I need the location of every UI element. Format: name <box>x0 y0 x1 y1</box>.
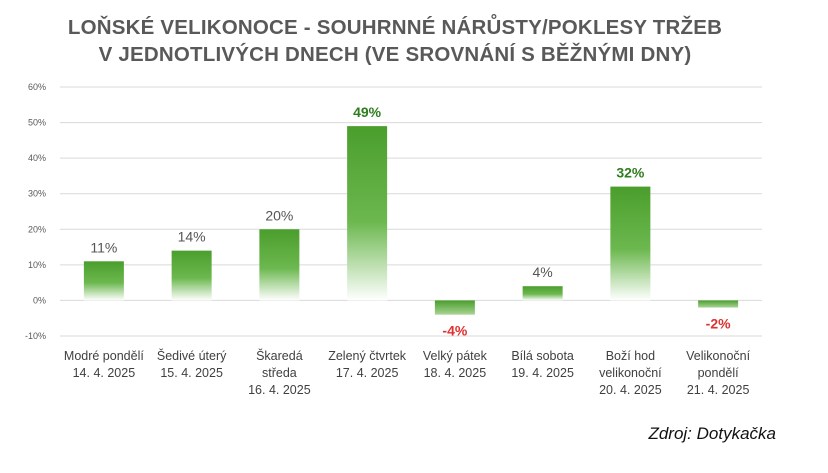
data-label: 4% <box>533 264 553 280</box>
bars <box>83 126 739 315</box>
y-tick-label: 30% <box>28 189 46 199</box>
bar <box>347 126 388 301</box>
data-label: 32% <box>616 165 645 181</box>
data-label: 11% <box>90 239 117 255</box>
x-tick-label-line: středa <box>262 366 297 380</box>
x-tick-label: Zelený čtvrtek 17. 4. 2025 <box>328 349 407 380</box>
x-tick-label-line: 17. 4. 2025 <box>336 366 399 380</box>
bar <box>610 186 651 301</box>
x-tick-label-line: 20. 4. 2025 <box>599 383 662 397</box>
grid-lines <box>60 86 762 337</box>
bar <box>698 300 739 308</box>
x-tick-label-line: Boží hod <box>606 349 655 363</box>
x-tick-label: Bílá sobota 19. 4. 2025 <box>511 349 574 380</box>
y-tick-label: 50% <box>28 118 46 128</box>
y-tick-label: 0% <box>33 295 46 305</box>
bar <box>171 250 212 301</box>
x-tick-label-line: Velký pátek <box>423 349 488 363</box>
data-label: -4% <box>442 323 467 339</box>
x-tick-label-line: 19. 4. 2025 <box>511 366 574 380</box>
chart-title: LOŇSKÉ VELIKONOCE - SOUHRNNÉ NÁRŮSTY/POK… <box>0 14 790 68</box>
x-tick-label-line: 21. 4. 2025 <box>687 383 750 397</box>
chart-title-line-2: V JEDNOTLIVÝCH DNECH (VE SROVNÁNÍ S BĚŽN… <box>98 43 692 66</box>
source-note: Zdroj: Dotykačka <box>648 424 776 443</box>
x-tick-label: Škaredá středa 16. 4. 2025 <box>248 348 311 397</box>
x-tick-label-line: velikonoční <box>599 366 662 380</box>
data-label: 14% <box>178 229 206 245</box>
x-tick-label-line: pondělí <box>698 366 740 380</box>
value-labels: 11% 14% 20% 49% -4% 4% 32% -2% <box>90 104 731 339</box>
bar <box>83 261 124 301</box>
x-tick-label-line: Zelený čtvrtek <box>328 349 407 363</box>
x-tick-label: Šedivé úterý 15. 4. 2025 <box>157 348 227 380</box>
chart-title-line-1: LOŇSKÉ VELIKONOCE - SOUHRNNÉ NÁRŮSTY/POK… <box>67 16 723 39</box>
y-tick-label: 10% <box>28 260 46 270</box>
data-label: 49% <box>353 104 382 120</box>
x-tick-label-line: 15. 4. 2025 <box>160 366 223 380</box>
y-tick-label: -10% <box>25 331 46 341</box>
x-tick-label-line: Modré pondělí <box>64 349 144 363</box>
x-tick-label: Boží hod velikonoční 20. 4. 2025 <box>599 349 662 397</box>
y-tick-label: 20% <box>28 224 46 234</box>
x-tick-label-line: Velikonoční <box>686 349 750 363</box>
x-tick-label-line: 14. 4. 2025 <box>73 366 136 380</box>
x-tick-label-line: Šedivé úterý <box>157 348 227 363</box>
bar <box>434 300 475 315</box>
x-tick-label-line: Bílá sobota <box>511 349 574 363</box>
x-tick-label: Velikonoční pondělí 21. 4. 2025 <box>686 349 750 397</box>
x-tick-label-line: 16. 4. 2025 <box>248 383 311 397</box>
x-tick-label: Modré pondělí 14. 4. 2025 <box>64 349 144 380</box>
x-axis: Modré pondělí 14. 4. 2025 Šedivé úterý 15. … <box>64 348 751 397</box>
data-label: 20% <box>265 207 293 223</box>
y-tick-label: 40% <box>28 153 46 163</box>
x-tick-label: Velký pátek 18. 4. 2025 <box>423 349 488 380</box>
y-tick-label: 60% <box>28 82 46 92</box>
data-label: -2% <box>706 316 731 332</box>
bar <box>259 229 300 301</box>
y-axis: -10% 0% 10% 20% 30% 40% 50% 60% <box>25 82 46 341</box>
x-tick-label-line: 18. 4. 2025 <box>424 366 487 380</box>
bar <box>522 286 563 301</box>
x-tick-label-line: Škaredá <box>256 348 303 363</box>
